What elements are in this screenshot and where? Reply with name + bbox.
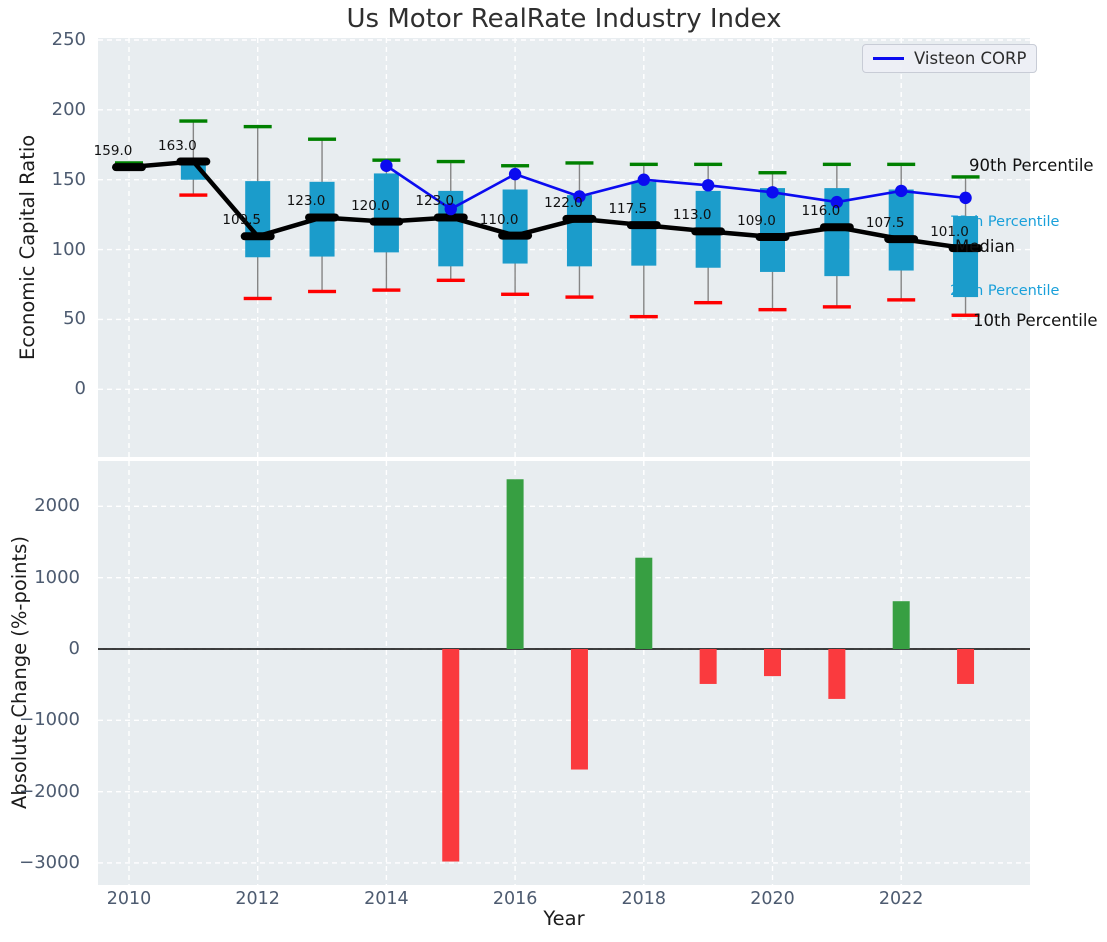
legend-line-icon bbox=[873, 57, 904, 60]
legend-label: Visteon CORP bbox=[914, 49, 1026, 68]
median-value-label-2012: 109.5 bbox=[215, 212, 269, 228]
median-value-label-2019: 113.0 bbox=[665, 207, 719, 223]
annotation-25th-percentile: 25th Percentile bbox=[950, 283, 1059, 299]
y-tick-bottom--2000: −2000 bbox=[16, 781, 80, 802]
median-value-label-2017: 122.0 bbox=[536, 195, 590, 211]
median-value-label-2016: 110.0 bbox=[472, 212, 526, 228]
median-value-label-2013: 123.0 bbox=[279, 193, 333, 209]
figure: 75th Percentile 25th Percentile Us Motor… bbox=[0, 0, 1107, 942]
y-axis-label-bottom: Absolute Change (%-points) bbox=[8, 461, 31, 885]
annotation-10th-percentile: 10th Percentile bbox=[973, 311, 1098, 330]
x-tick-2022: 2022 bbox=[869, 889, 933, 909]
y-tick-bottom-1000: 1000 bbox=[16, 567, 80, 588]
bottom-plot-area bbox=[98, 461, 1030, 885]
y-tick-top-150: 150 bbox=[22, 169, 86, 190]
x-tick-2016: 2016 bbox=[483, 889, 547, 909]
annotation-90th-percentile: 90th Percentile bbox=[969, 156, 1094, 175]
y-tick-bottom--1000: −1000 bbox=[16, 709, 80, 730]
median-value-label-2021: 116.0 bbox=[794, 203, 848, 219]
y-tick-top-0: 0 bbox=[22, 378, 86, 399]
x-tick-2012: 2012 bbox=[226, 889, 290, 909]
median-value-label-2015: 123.0 bbox=[408, 193, 462, 209]
y-tick-top-100: 100 bbox=[22, 239, 86, 260]
y-tick-bottom-2000: 2000 bbox=[16, 495, 80, 516]
median-value-label-2022: 107.5 bbox=[858, 215, 912, 231]
x-axis-label: Year bbox=[98, 907, 1030, 930]
top-plot-area bbox=[98, 38, 1030, 457]
x-tick-2010: 2010 bbox=[97, 889, 161, 909]
legend: Visteon CORP bbox=[862, 44, 1037, 73]
y-tick-bottom-0: 0 bbox=[16, 638, 80, 659]
median-value-label-2011: 163.0 bbox=[150, 138, 204, 154]
annotation-median: Median bbox=[955, 237, 1015, 256]
median-value-label-2018: 117.5 bbox=[601, 201, 655, 217]
median-value-label-2020: 109.0 bbox=[730, 213, 784, 229]
median-value-label-2010: 159.0 bbox=[86, 143, 140, 159]
median-value-label-2014: 120.0 bbox=[343, 198, 397, 214]
x-tick-2014: 2014 bbox=[354, 889, 418, 909]
y-tick-bottom--3000: −3000 bbox=[16, 852, 80, 873]
y-tick-top-250: 250 bbox=[22, 29, 86, 50]
y-tick-top-200: 200 bbox=[22, 99, 86, 120]
x-tick-2020: 2020 bbox=[741, 889, 805, 909]
chart-title: Us Motor RealRate Industry Index bbox=[98, 4, 1030, 34]
y-tick-top-50: 50 bbox=[22, 308, 86, 329]
x-tick-2018: 2018 bbox=[612, 889, 676, 909]
